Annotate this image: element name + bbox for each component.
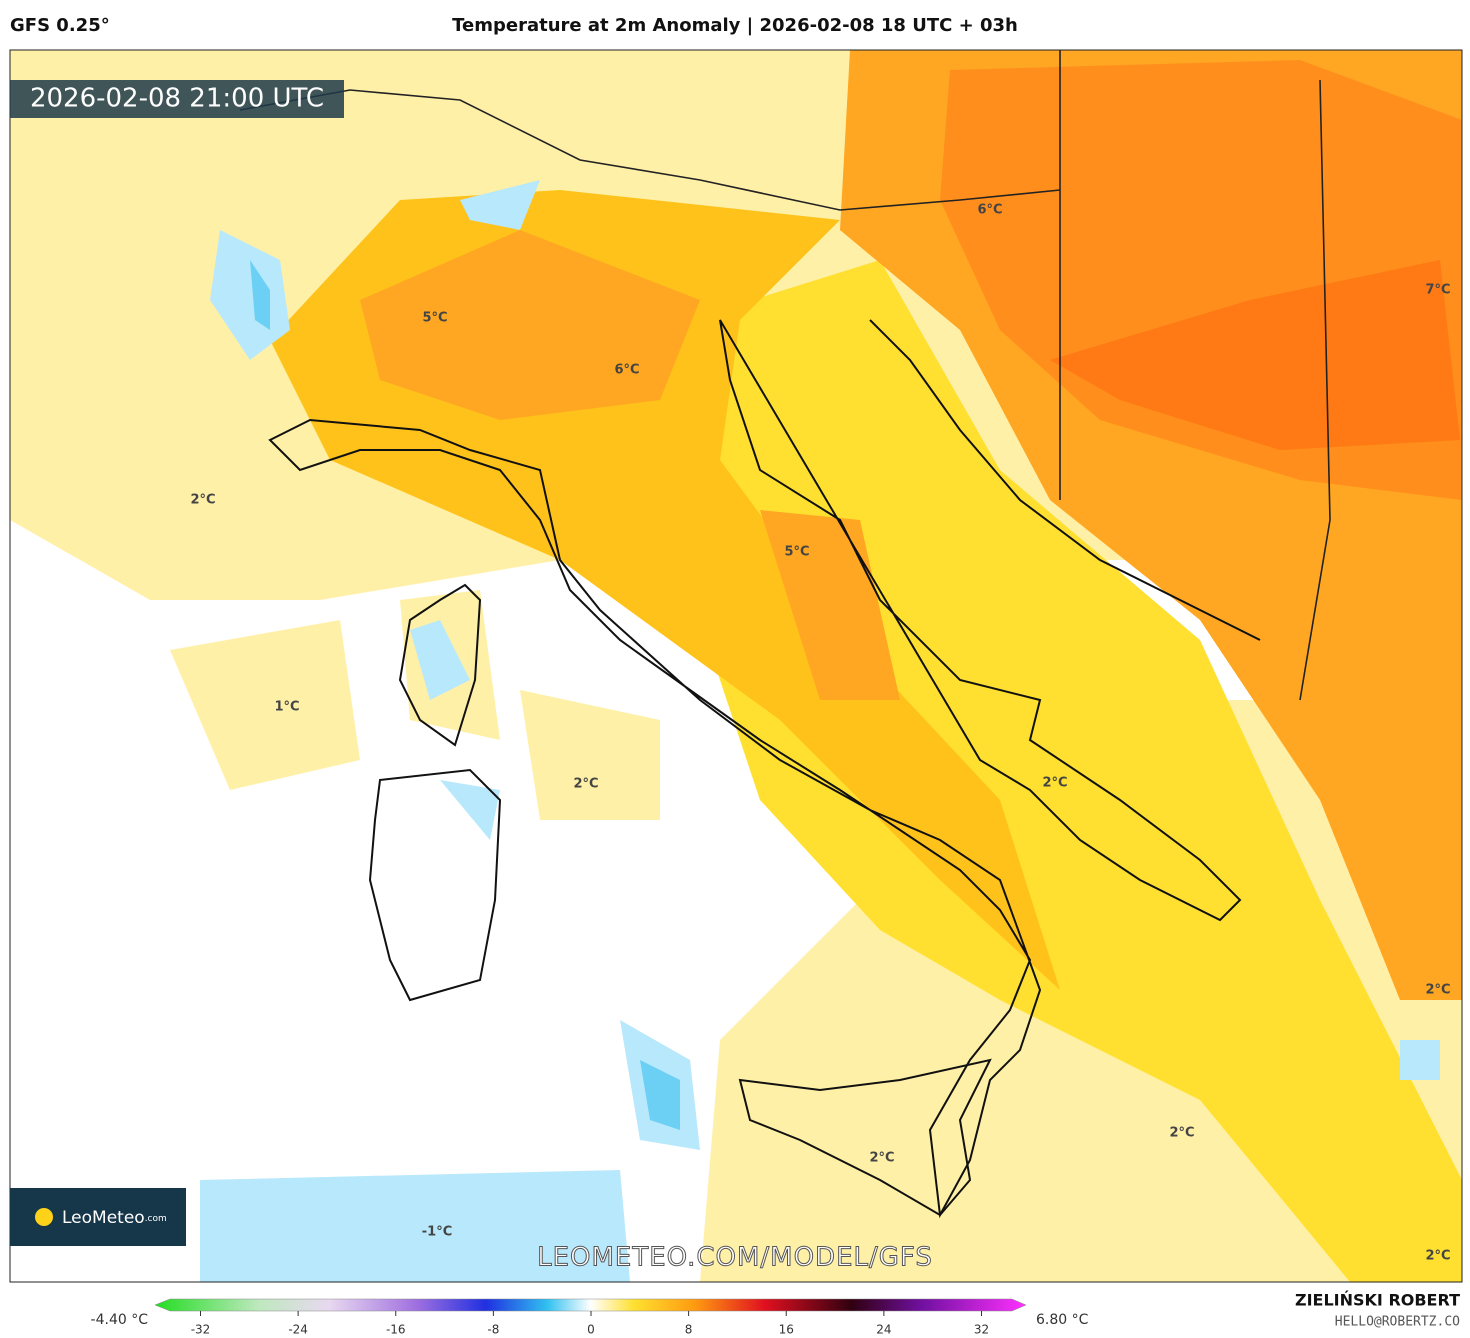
contour-labels: 5°C 6°C 6°C 7°C 2°C 5°C 1°C 2°C 2°C 2°C 2°C -1°C 2°C… [190,203,1450,1264]
colorbar [154,1298,1027,1312]
contour-label: 2°C [573,777,598,792]
colorbar-tick-label: -32 [191,1323,211,1337]
colorbar-tick-label: 24 [876,1323,891,1337]
contour-label: 5°C [784,545,809,560]
logo-sun [35,1208,53,1226]
author: ZIELIŃSKI ROBERT [1295,1291,1460,1310]
coastline [869,319,1261,641]
colorbar-tick-label: -24 [288,1323,308,1337]
coastline [719,319,1242,922]
colorbar-ticks: -32 -24 -16 -8 0 8 16 24 32 [191,1311,989,1337]
colorbar-tick-label: 32 [974,1323,989,1337]
valid-time: 2026-02-08 21:00 UTC [30,84,324,114]
sardinia [368,768,502,1002]
colorbar-tick-label: 16 [779,1323,794,1337]
contour-label: 6°C [977,203,1002,218]
contour-label: 2°C [1042,776,1067,791]
contour-label: 2°C [1425,1249,1450,1264]
corsica [398,583,482,747]
field-light-blue [210,180,540,840]
contour-label: 7°C [1425,283,1450,298]
field-orange [760,510,900,700]
watermark: LEOMETEO.COM/MODEL/GFS [537,1243,933,1273]
model-name: GFS 0.25° [10,15,110,36]
logo-suffix: .com [145,1214,167,1224]
field-light-blue [200,1020,1440,1282]
contour-label: -1°C [422,1225,452,1240]
field-orange [360,230,700,420]
logo-text: LeoMeteo.com [62,1208,167,1228]
colorbar-max: 6.80 °C [1036,1312,1089,1328]
colorbar-tick-label: -16 [386,1323,406,1337]
email: HELLO@ROBERTZ.CO [1335,1315,1460,1330]
colorbar-min: -4.40 °C [91,1312,149,1328]
logo-name: LeoMeteo [62,1208,145,1228]
map-title: Temperature at 2m Anomaly | 2026-02-08 1… [452,15,1018,36]
map: 5°C 6°C 6°C 7°C 2°C 5°C 1°C 2°C 2°C 2°C 2°C -1°C 2°C… [10,50,1462,1282]
contour-label: 6°C [614,363,639,378]
colorbar-tick-label: 8 [685,1323,693,1337]
contour-label: 2°C [190,493,215,508]
colorbar-tick-label: -8 [487,1323,499,1337]
sicily [738,1058,992,1217]
border [239,50,1331,701]
colorbar-tick-label: 0 [587,1323,595,1337]
contour-label: 5°C [422,311,447,326]
contour-label: 1°C [274,700,299,715]
coastline [268,418,1042,1219]
map-frame [9,49,1463,1283]
field-yellow [700,260,1462,1282]
contour-label: 2°C [1425,983,1450,998]
contour-label: 2°C [869,1151,894,1166]
time-box [10,80,344,118]
field-deep-orange [1050,260,1460,450]
contour-label: 2°C [1169,1126,1194,1141]
